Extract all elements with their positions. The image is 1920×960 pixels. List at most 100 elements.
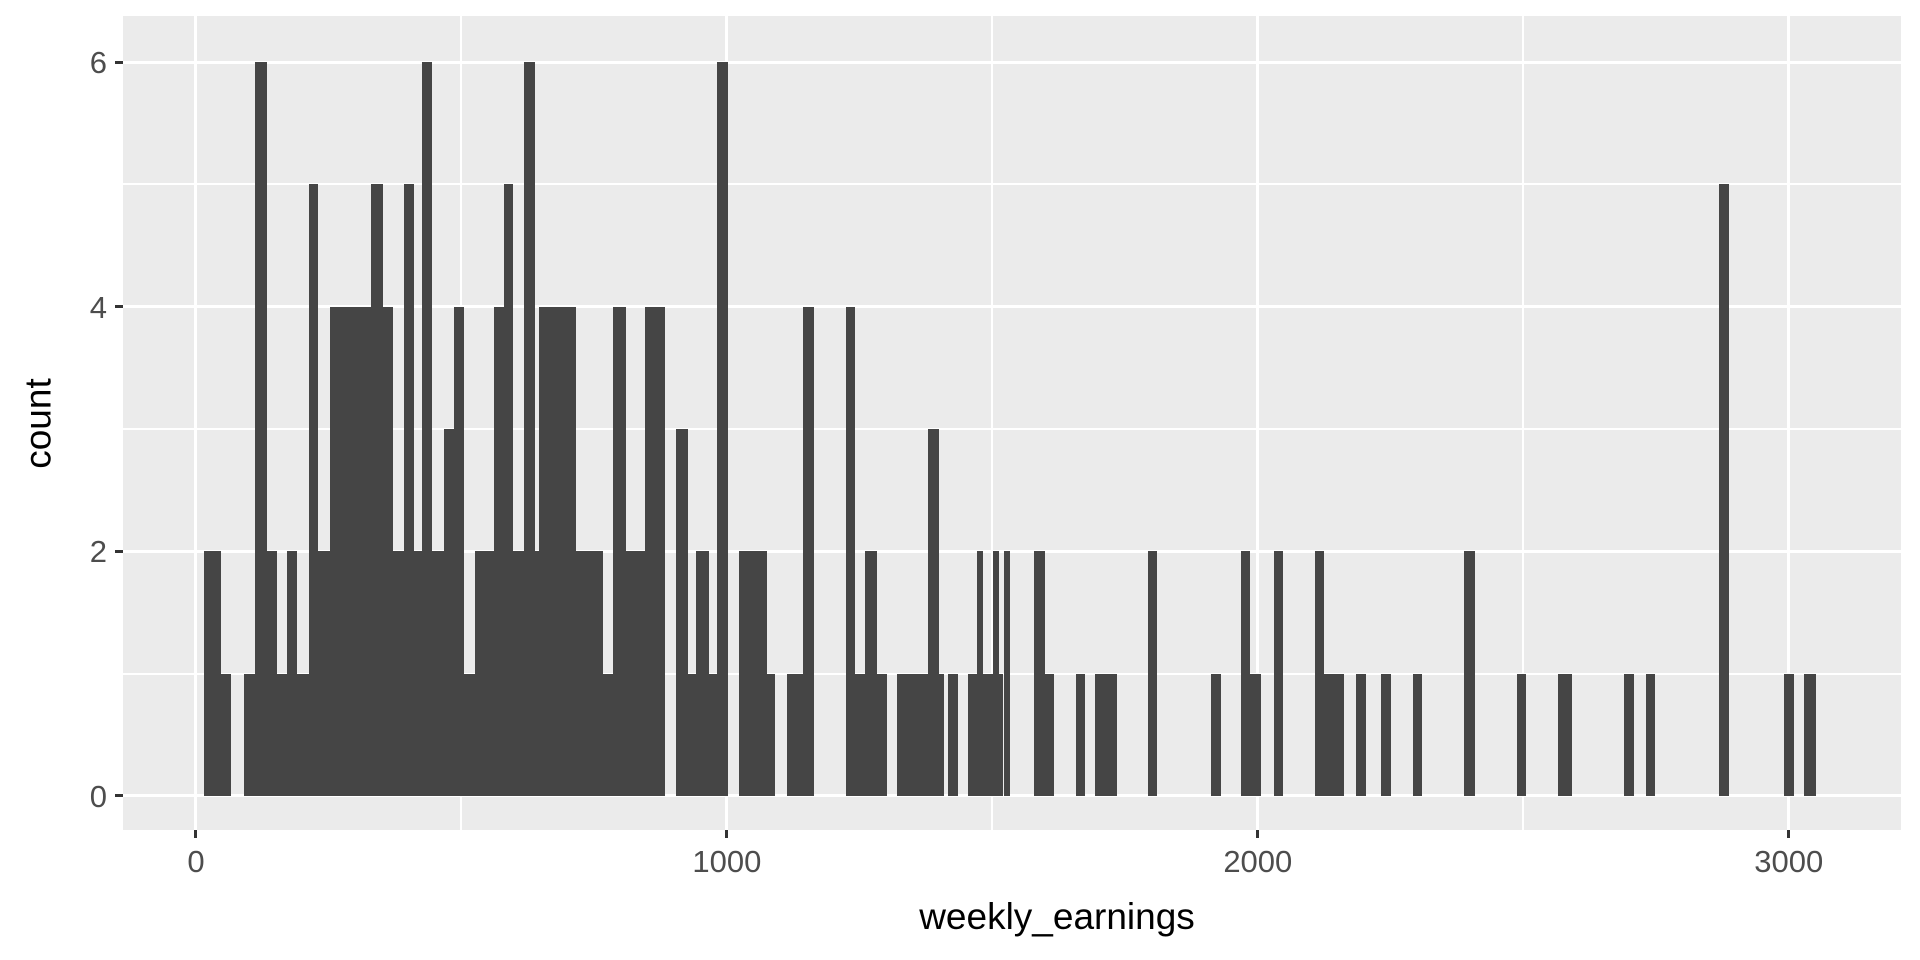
x-tick-label: 3000 xyxy=(1754,844,1824,879)
histogram-bar xyxy=(413,551,422,796)
histogram-bar xyxy=(896,673,928,796)
y-tick-mark xyxy=(115,60,123,64)
y-tick-mark xyxy=(115,305,123,309)
histogram-bar xyxy=(254,62,268,796)
histogram-bar xyxy=(1034,551,1046,796)
histogram-bar xyxy=(676,429,688,796)
histogram-bar xyxy=(503,184,514,796)
x-major-gridline xyxy=(1787,16,1791,830)
x-tick-mark xyxy=(725,830,729,838)
histogram-bar xyxy=(243,673,255,796)
y-tick-label: 6 xyxy=(89,45,107,81)
y-major-gridline xyxy=(123,60,1901,64)
histogram-bar xyxy=(939,673,944,796)
histogram-bar xyxy=(444,429,454,796)
histogram-bar xyxy=(1718,184,1729,796)
x-tick-label: 2000 xyxy=(1223,844,1293,879)
y-tick-label: 4 xyxy=(89,289,107,325)
histogram-bar xyxy=(1148,551,1158,796)
histogram-bar xyxy=(1314,551,1324,796)
histogram-bar xyxy=(709,673,717,796)
histogram-bar xyxy=(645,306,666,796)
y-tick-mark xyxy=(115,549,123,553)
histogram-bar xyxy=(1273,551,1283,796)
histogram-bar xyxy=(221,673,232,796)
histogram-bar xyxy=(524,62,535,796)
histogram-bar xyxy=(534,551,540,796)
histogram-bar xyxy=(309,184,318,796)
histogram-bar xyxy=(317,551,330,796)
histogram-bar xyxy=(1210,673,1221,796)
histogram-bar xyxy=(1624,673,1635,796)
histogram-bar xyxy=(1356,673,1366,796)
histogram-bar xyxy=(539,306,576,796)
histogram-bar xyxy=(876,673,887,796)
histogram-bar xyxy=(927,429,940,796)
histogram-bar xyxy=(998,673,1004,796)
histogram-bar xyxy=(392,551,404,796)
histogram-bar xyxy=(287,551,297,796)
histogram-bar xyxy=(992,551,999,796)
histogram-bar xyxy=(329,306,371,796)
histogram-bar xyxy=(575,551,603,796)
histogram-bar xyxy=(766,673,775,796)
histogram-bar xyxy=(983,673,993,796)
x-tick-mark xyxy=(194,830,198,838)
histogram-bar xyxy=(716,62,729,796)
histogram-bar xyxy=(1323,673,1344,796)
histogram-bar xyxy=(1558,673,1573,796)
histogram-bar xyxy=(1412,673,1422,796)
histogram-bar xyxy=(1783,673,1794,796)
y-tick-label: 0 xyxy=(89,778,107,814)
x-minor-gridline xyxy=(991,16,994,830)
histogram-bar xyxy=(403,184,414,796)
histogram-bar xyxy=(977,551,984,796)
x-major-gridline xyxy=(194,16,198,830)
histogram-bar xyxy=(845,306,856,796)
y-minor-gridline xyxy=(123,183,1901,186)
histogram-bar xyxy=(1240,551,1250,796)
histogram-bar xyxy=(296,673,310,796)
histogram-bar xyxy=(203,551,222,796)
histogram-bar xyxy=(739,551,767,796)
y-minor-gridline xyxy=(123,672,1901,675)
histogram-bar xyxy=(1516,673,1526,796)
plot-panel xyxy=(123,16,1901,830)
histogram-bar xyxy=(1003,551,1011,796)
x-major-gridline xyxy=(1256,16,1260,830)
histogram-bar xyxy=(454,306,465,796)
y-tick-label: 2 xyxy=(89,534,107,570)
histogram-bar xyxy=(855,673,866,796)
x-tick-label: 0 xyxy=(187,844,205,879)
histogram-bar xyxy=(612,306,627,796)
histogram-bar xyxy=(1645,673,1655,796)
histogram-bar xyxy=(1380,673,1391,796)
x-axis-title: weekly_earnings xyxy=(919,896,1195,937)
histogram-bar xyxy=(626,551,646,796)
histogram-bar xyxy=(696,551,710,796)
histogram-bar xyxy=(1249,673,1261,796)
histogram-bar xyxy=(494,306,504,796)
y-tick-mark xyxy=(115,794,123,798)
histogram-bar xyxy=(687,673,697,796)
y-major-gridline xyxy=(123,794,1901,798)
histogram-bar xyxy=(474,551,495,796)
histogram-bar xyxy=(370,184,383,796)
histogram-bar xyxy=(803,306,815,796)
histogram-bar xyxy=(786,673,804,796)
histogram-bar xyxy=(513,551,525,796)
x-tick-mark xyxy=(1256,830,1260,838)
histogram-bar xyxy=(1463,551,1475,796)
histogram-bar xyxy=(968,673,978,796)
histogram-bar xyxy=(1095,673,1117,796)
x-tick-label: 1000 xyxy=(692,844,762,879)
histogram-bar xyxy=(464,673,475,796)
histogram-bar xyxy=(1075,673,1085,796)
histogram-bar xyxy=(1804,673,1816,796)
histogram-bar xyxy=(421,62,433,796)
histogram-bar xyxy=(277,673,288,796)
histogram-bar xyxy=(382,306,393,796)
histogram-bar xyxy=(267,551,278,796)
x-tick-mark xyxy=(1787,830,1791,838)
